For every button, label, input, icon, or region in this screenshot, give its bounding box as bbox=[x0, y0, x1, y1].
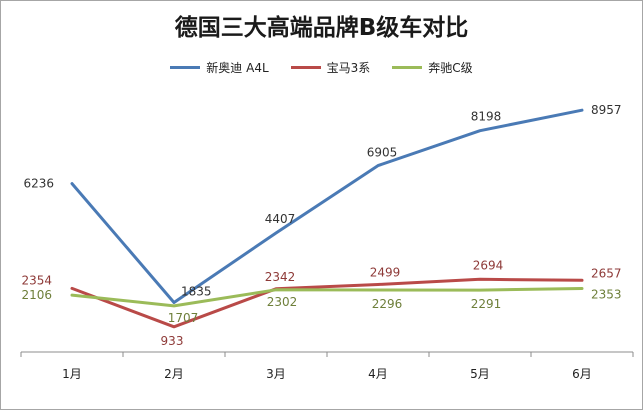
data-label-series-0-point-0: 6236 bbox=[23, 177, 54, 191]
legend-item-series-0: 新奥迪 A4L bbox=[170, 59, 269, 76]
data-label-series-2-point-3: 2296 bbox=[372, 297, 403, 311]
legend-item-series-2: 奔驰C级 bbox=[392, 59, 473, 76]
data-label-series-1-point-1: 933 bbox=[161, 334, 184, 348]
x-tick-label-0: 1月 bbox=[62, 367, 82, 381]
data-label-series-0-point-3: 6905 bbox=[367, 146, 398, 160]
data-label-series-1-point-5: 2657 bbox=[591, 266, 622, 280]
data-label-series-0-point-4: 8198 bbox=[471, 110, 502, 124]
legend-item-series-1: 宝马3系 bbox=[290, 59, 371, 76]
x-tick-label-2: 3月 bbox=[266, 367, 286, 381]
data-label-series-1-point-3: 2499 bbox=[370, 266, 401, 280]
data-label-series-2-point-1: 1707 bbox=[168, 311, 199, 325]
data-label-series-2-point-0: 2106 bbox=[21, 288, 52, 302]
data-label-series-1-point-4: 2694 bbox=[473, 258, 504, 272]
data-label-series-0-point-1: 1835 bbox=[181, 285, 212, 299]
data-label-series-1-point-2: 2342 bbox=[265, 270, 296, 284]
legend-swatch-series-1 bbox=[290, 66, 321, 69]
data-label-series-2-point-5: 2353 bbox=[591, 288, 622, 302]
x-tick-label-1: 2月 bbox=[164, 367, 184, 381]
x-tick-label-3: 4月 bbox=[368, 367, 388, 381]
legend-label-series-2: 奔驰C级 bbox=[428, 61, 473, 75]
data-label-series-2-point-4: 2291 bbox=[471, 297, 502, 311]
legend-label-series-1: 宝马3系 bbox=[326, 61, 371, 75]
series-line-2 bbox=[70, 287, 584, 308]
data-label-series-1-point-0: 2354 bbox=[21, 273, 52, 287]
chart-title: 德国三大高端品牌B级车对比 bbox=[174, 15, 469, 41]
series-line-0 bbox=[70, 108, 584, 304]
legend-label-series-0: 新奥迪 A4L bbox=[206, 61, 269, 75]
legend-swatch-series-2 bbox=[392, 66, 423, 69]
data-label-series-2-point-2: 2302 bbox=[267, 295, 298, 309]
x-tick-label-5: 6月 bbox=[572, 367, 592, 381]
data-label-series-0-point-5: 8957 bbox=[591, 103, 622, 117]
x-tick-label-4: 5月 bbox=[470, 367, 490, 381]
chart-legend: 新奥迪 A4L 宝马3系 奔驰C级 bbox=[0, 59, 643, 76]
legend-swatch-series-0 bbox=[170, 66, 201, 69]
data-label-series-0-point-2: 4407 bbox=[265, 212, 296, 226]
series-line-1 bbox=[70, 277, 584, 329]
